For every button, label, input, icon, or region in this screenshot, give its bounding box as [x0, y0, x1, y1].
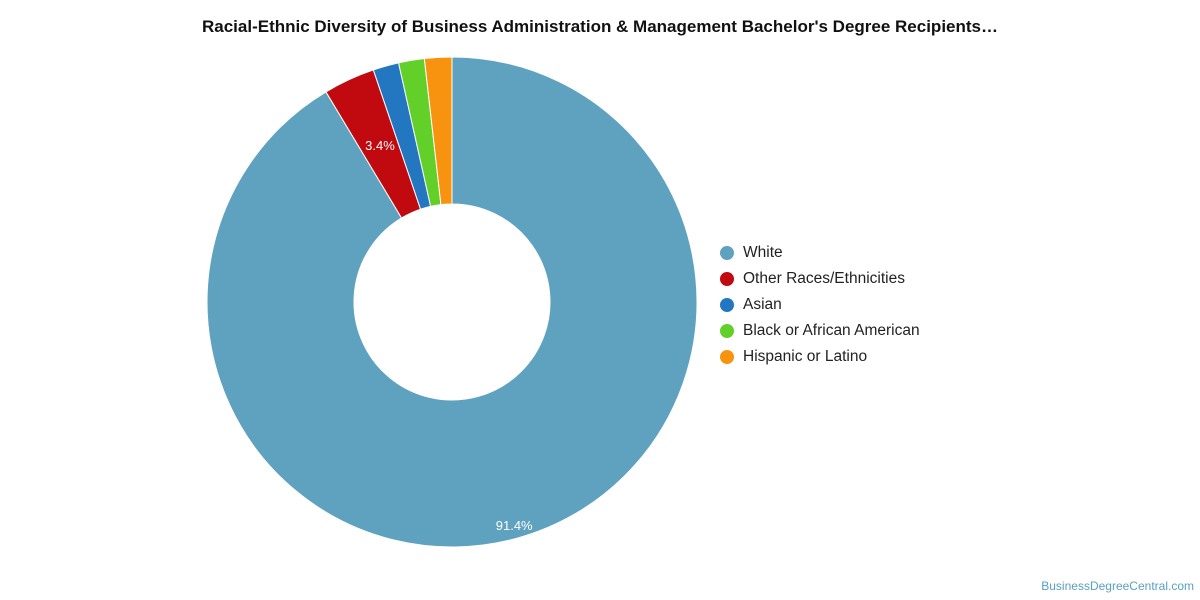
legend-label-white: White — [743, 244, 783, 261]
legend-swatch-hispanic-or-latino — [720, 350, 734, 364]
slice-white[interactable] — [206, 56, 698, 548]
legend-item-hispanic-or-latino[interactable]: Hispanic or Latino — [720, 344, 920, 370]
legend-swatch-asian — [720, 298, 734, 312]
legend-label-hispanic-or-latino: Hispanic or Latino — [743, 348, 868, 365]
chart-title: Racial-Ethnic Diversity of Business Admi… — [201, 17, 998, 36]
legend-swatch-black-or-african-american — [720, 324, 734, 338]
legend-swatch-white — [720, 246, 734, 260]
legend-item-other-races-ethnicities[interactable]: Other Races/Ethnicities — [720, 266, 920, 292]
legend-label-asian: Asian — [743, 296, 782, 313]
legend-swatch-other-races-ethnicities — [720, 272, 734, 286]
chart-legend: White Other Races/Ethnicities Asian Black o… — [720, 240, 920, 370]
legend-item-asian[interactable]: Asian — [720, 292, 920, 318]
legend-item-black-or-african-american[interactable]: Black or African American — [720, 318, 920, 344]
data-label-other-races-ethnicities: 3.4% — [365, 138, 395, 153]
data-label-white: 91.4% — [496, 518, 533, 533]
legend-item-white[interactable]: White — [720, 240, 920, 266]
legend-label-other-races-ethnicities: Other Races/Ethnicities — [743, 270, 905, 287]
slice-hispanic-or-latino[interactable] — [423, 56, 453, 206]
source-credit[interactable]: BusinessDegreeCentral.com — [1041, 579, 1194, 593]
legend-label-black-or-african-american: Black or African American — [743, 322, 920, 339]
